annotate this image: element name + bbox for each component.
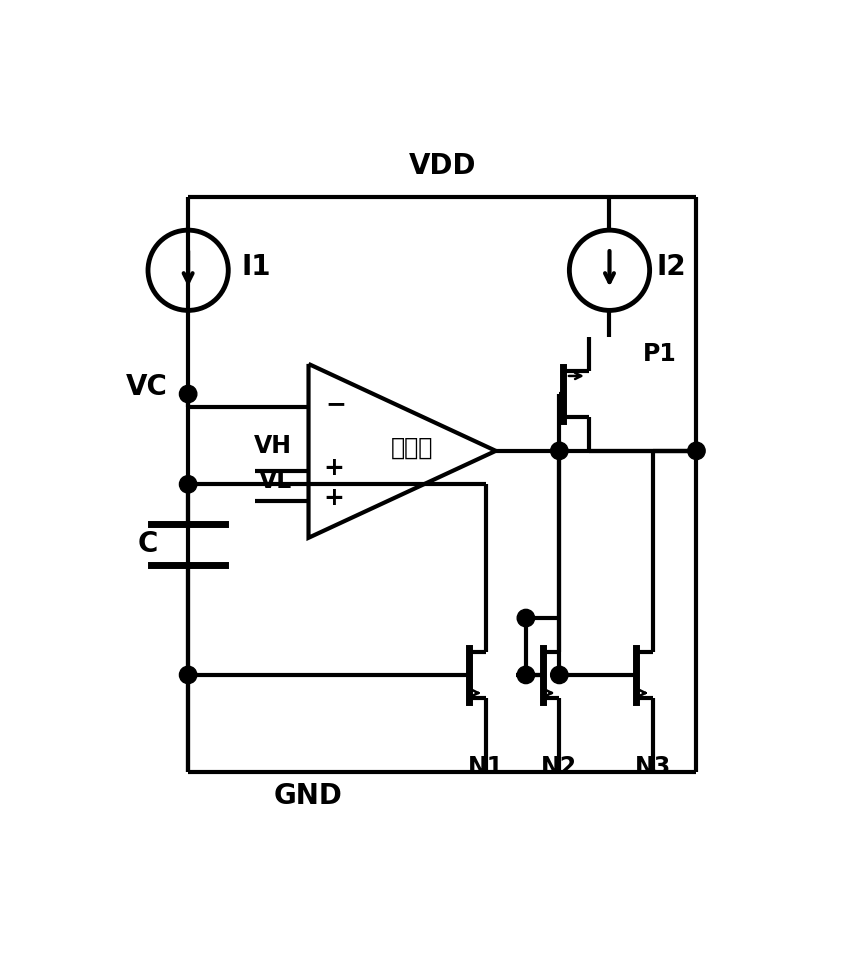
Circle shape [180, 476, 197, 493]
Text: N2: N2 [541, 755, 577, 779]
Text: VDD: VDD [408, 152, 476, 180]
Text: N1: N1 [468, 755, 504, 779]
Text: GND: GND [274, 782, 343, 810]
Text: P1: P1 [643, 341, 677, 366]
Text: N3: N3 [635, 755, 671, 779]
Circle shape [551, 442, 568, 459]
Circle shape [688, 442, 705, 459]
Text: VL: VL [259, 469, 292, 493]
Text: C: C [138, 530, 158, 558]
Circle shape [517, 609, 534, 627]
Text: 比较器: 比较器 [391, 435, 433, 459]
Text: VC: VC [126, 373, 168, 401]
Text: +: + [324, 456, 344, 480]
Circle shape [180, 386, 197, 403]
Text: I1: I1 [242, 253, 271, 281]
Text: −: − [325, 392, 346, 416]
Text: VH: VH [254, 433, 292, 457]
Circle shape [517, 667, 534, 684]
Text: I2: I2 [656, 253, 686, 281]
Text: +: + [324, 485, 344, 509]
Circle shape [551, 667, 568, 684]
Circle shape [180, 667, 197, 684]
